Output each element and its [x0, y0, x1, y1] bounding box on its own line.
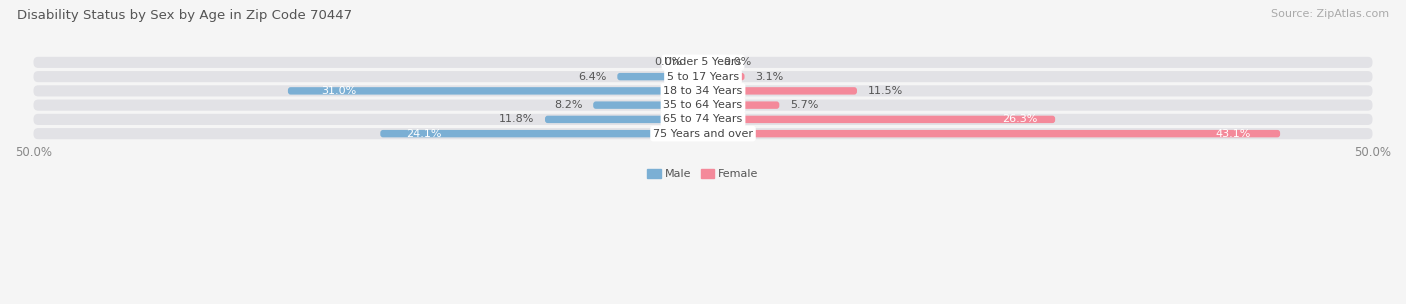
FancyBboxPatch shape — [34, 100, 1372, 111]
FancyBboxPatch shape — [288, 87, 703, 95]
FancyBboxPatch shape — [703, 102, 779, 109]
FancyBboxPatch shape — [703, 116, 1054, 123]
FancyBboxPatch shape — [546, 116, 703, 123]
Text: 11.5%: 11.5% — [868, 86, 903, 96]
Text: 24.1%: 24.1% — [406, 129, 441, 139]
Text: Disability Status by Sex by Age in Zip Code 70447: Disability Status by Sex by Age in Zip C… — [17, 9, 352, 22]
Text: 18 to 34 Years: 18 to 34 Years — [664, 86, 742, 96]
Text: 0.0%: 0.0% — [723, 57, 751, 67]
FancyBboxPatch shape — [593, 102, 703, 109]
FancyBboxPatch shape — [34, 114, 1372, 125]
FancyBboxPatch shape — [34, 85, 1372, 96]
FancyBboxPatch shape — [703, 87, 858, 95]
Text: 3.1%: 3.1% — [755, 72, 783, 81]
FancyBboxPatch shape — [617, 73, 703, 80]
Text: 5.7%: 5.7% — [790, 100, 818, 110]
FancyBboxPatch shape — [34, 71, 1372, 82]
Text: 35 to 64 Years: 35 to 64 Years — [664, 100, 742, 110]
Text: 43.1%: 43.1% — [1216, 129, 1251, 139]
Text: 8.2%: 8.2% — [554, 100, 582, 110]
Text: 11.8%: 11.8% — [499, 114, 534, 124]
Text: Under 5 Years: Under 5 Years — [665, 57, 741, 67]
FancyBboxPatch shape — [703, 73, 745, 80]
Legend: Male, Female: Male, Female — [643, 165, 763, 184]
Text: 65 to 74 Years: 65 to 74 Years — [664, 114, 742, 124]
Text: 31.0%: 31.0% — [321, 86, 356, 96]
FancyBboxPatch shape — [34, 57, 1372, 68]
Text: 6.4%: 6.4% — [578, 72, 606, 81]
Text: 5 to 17 Years: 5 to 17 Years — [666, 72, 740, 81]
FancyBboxPatch shape — [703, 130, 1279, 137]
Text: 26.3%: 26.3% — [1002, 114, 1038, 124]
Text: Source: ZipAtlas.com: Source: ZipAtlas.com — [1271, 9, 1389, 19]
FancyBboxPatch shape — [380, 130, 703, 137]
FancyBboxPatch shape — [34, 128, 1372, 139]
Text: 0.0%: 0.0% — [655, 57, 683, 67]
Text: 75 Years and over: 75 Years and over — [652, 129, 754, 139]
